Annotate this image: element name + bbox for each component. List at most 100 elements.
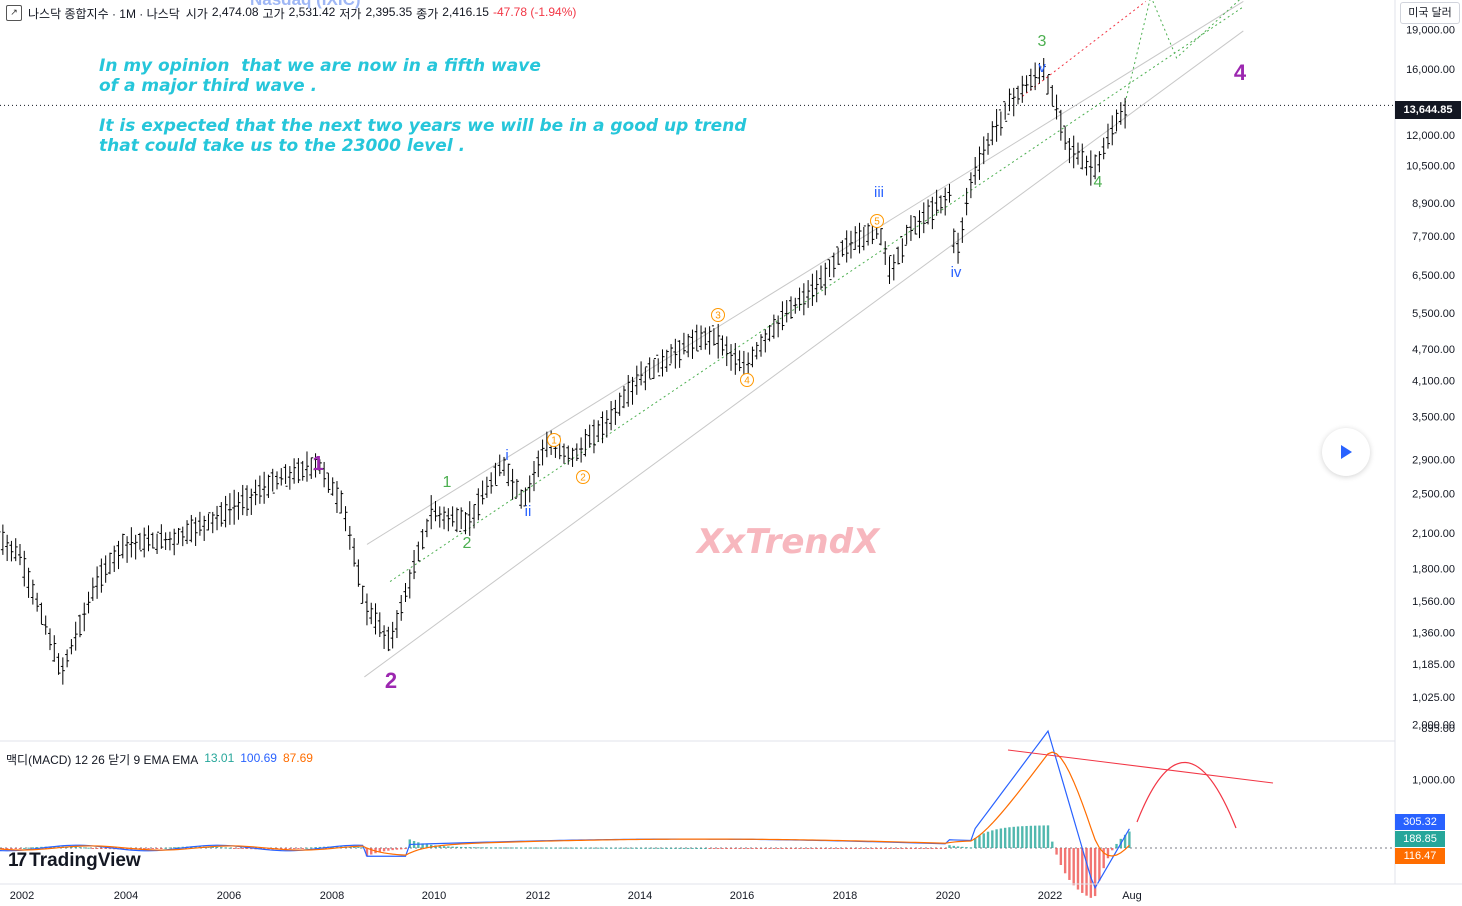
- macd-hist-bar: [1038, 825, 1041, 848]
- macd-hist-bar: [1111, 848, 1114, 851]
- x-tick-label: 2006: [217, 890, 241, 902]
- macd-hist-bar: [969, 847, 973, 849]
- macd-hist-bar: [10, 848, 13, 849]
- macd-hist-bar: [361, 847, 364, 849]
- macd-hist-bar: [794, 848, 797, 849]
- macd-hist-bar: [365, 848, 369, 857]
- macd-hist-bar: [635, 847, 638, 849]
- currency-button[interactable]: 미국 달러: [1400, 2, 1460, 24]
- y-tick-label: 4,700.00: [1412, 344, 1455, 356]
- macd-hist-bar: [956, 846, 960, 848]
- collapse-icon[interactable]: ↗: [6, 5, 22, 21]
- macd-hist-bar: [815, 848, 818, 849]
- wave-circle: [870, 214, 884, 228]
- y-tick-label: 1,025.00: [1412, 692, 1455, 704]
- macd-hist-bar: [284, 848, 287, 850]
- macd-hist-bar: [1003, 827, 1007, 848]
- macd-hist-bar: [537, 847, 540, 849]
- macd-hist-bar: [811, 848, 814, 849]
- macd-hist-bar: [888, 848, 891, 849]
- macd-hist-bar: [909, 848, 913, 849]
- macd-hist-bar: [194, 846, 197, 848]
- tradingview-logo[interactable]: 17 TradingView: [8, 850, 141, 872]
- wave-label: 1: [443, 474, 452, 491]
- macd-hist-bar: [1093, 848, 1097, 897]
- macd-legend-hist: 13.01: [204, 751, 235, 765]
- macd-hist-bar: [622, 847, 626, 849]
- macd-hist-bar: [678, 847, 681, 849]
- wave-label: 2: [580, 473, 586, 484]
- macd-hist-bar: [314, 847, 317, 849]
- y-tick-label: 2,900.00: [1412, 454, 1455, 466]
- macd-hist-bar: [772, 848, 776, 849]
- macd-hist-bar: [982, 833, 985, 848]
- symbol-title[interactable]: 나스닥 종합지수 · 1M · 나스닥: [28, 6, 180, 21]
- macd-legend[interactable]: 맥디(MACD) 12 26 닫기 9 EMA EMA 13.01 100.69…: [6, 751, 313, 768]
- macd-hist-bar: [108, 848, 112, 850]
- price-axis: 19,000.0016,000.0012,000.0010,500.008,90…: [0, 0, 1455, 884]
- channel-lower: [364, 30, 1244, 678]
- macd-hist-bar: [584, 847, 587, 849]
- macd-legend-name: 맥디(MACD) 12 26 닫기 9 EMA EMA: [6, 753, 199, 767]
- macd-hist-bar: [554, 847, 557, 849]
- play-button[interactable]: [1322, 428, 1370, 476]
- macd-hist-bar: [849, 848, 853, 849]
- macd-hist-bar: [866, 848, 870, 849]
- macd-hist-bar: [1055, 848, 1058, 855]
- open-label: 시가: [185, 6, 208, 21]
- macd-hist-bar: [939, 848, 943, 849]
- macd-hist-bar: [305, 847, 309, 849]
- macd-hist-bar: [614, 847, 617, 849]
- projected-macd-arc: [1136, 761, 1237, 829]
- macd-hist-bar: [588, 847, 591, 849]
- macd-hist-bar: [1076, 848, 1080, 890]
- macd-hist-bar: [716, 848, 720, 849]
- macd-hist-bar: [1085, 848, 1088, 896]
- wave-label: ii: [525, 503, 532, 520]
- macd-hist-bar: [922, 848, 925, 849]
- macd-hist-bar: [657, 847, 660, 849]
- macd-hist-bar: [665, 847, 668, 849]
- macd-legend-signal: 87.69: [282, 751, 313, 765]
- macd-hist-bar: [901, 848, 904, 849]
- annotation-line-4: that could take us to the 23000 level .: [99, 136, 466, 156]
- macd-hist-bar: [1033, 825, 1037, 848]
- macd-hist-bar: [597, 847, 600, 849]
- wave-label: 2: [385, 668, 397, 693]
- macd-hist-bar: [575, 847, 579, 849]
- open-value: 2,474.08: [211, 4, 259, 19]
- macd-hist-bar: [712, 848, 716, 849]
- macd-hist-bar: [601, 847, 604, 849]
- macd-hist-bar: [87, 847, 90, 849]
- macd-hist-bar: [352, 846, 356, 848]
- macd-hist-bar: [245, 848, 249, 849]
- macd-hist-bar: [528, 847, 531, 849]
- macd-hist-bar: [541, 847, 544, 849]
- macd-hist-bar: [378, 848, 381, 853]
- macd-hist-bar: [558, 847, 561, 849]
- macd-hist-bar: [858, 848, 861, 849]
- macd-hist-bar: [1098, 848, 1101, 881]
- macd-hist-bar: [862, 848, 866, 849]
- macd-hist-bar: [468, 847, 471, 849]
- macd-hist-bar: [1016, 826, 1020, 848]
- macd-hist-bar: [524, 847, 527, 849]
- macd-hist-bar: [507, 847, 510, 849]
- wave-label: 3: [1038, 33, 1047, 50]
- macd-hist-bar: [1115, 843, 1118, 848]
- macd-hist-bar: [944, 848, 947, 849]
- macd-hist-bar: [918, 848, 921, 849]
- macd-hist-bar: [931, 848, 934, 849]
- macd-hist-bar: [627, 847, 630, 849]
- macd-hist-bar: [250, 848, 253, 850]
- macd-hist-bar: [27, 847, 30, 849]
- wave-label: iii: [874, 184, 884, 201]
- macd-hist-bar: [421, 843, 424, 848]
- divergence-line: [1007, 749, 1274, 784]
- macd-hist-bar: [232, 848, 236, 849]
- faded-symbol: Nasdaq (IXIC): [250, 0, 361, 10]
- wave-circle: [740, 373, 754, 387]
- annotation-line-1: In my opinion that we are now in a fifth…: [99, 56, 541, 76]
- x-tick-label: 2002: [10, 890, 34, 902]
